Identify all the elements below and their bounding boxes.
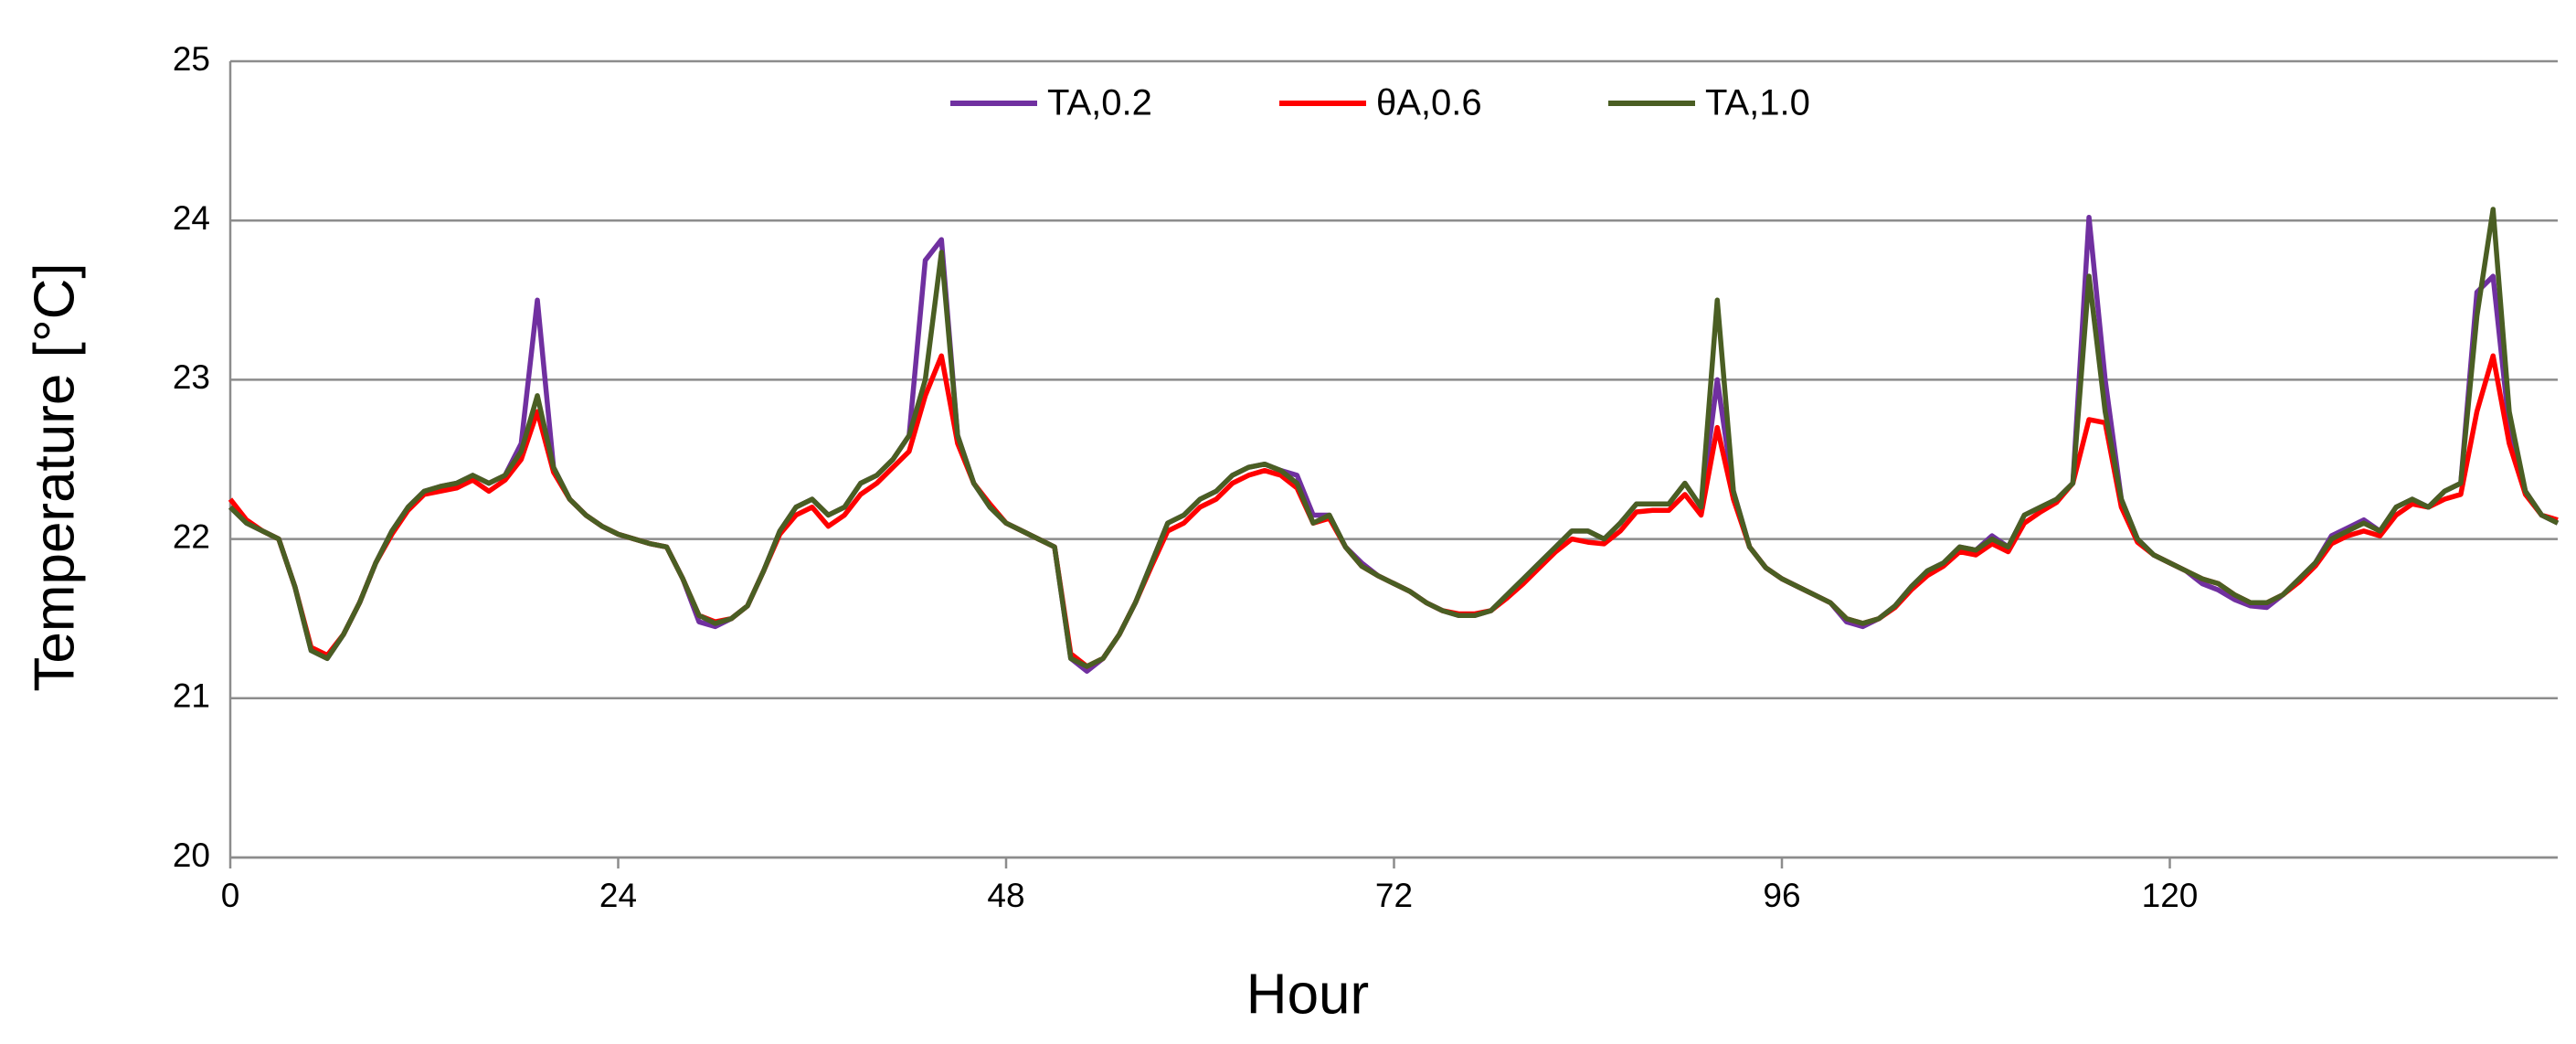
- y-tick-label: 21: [173, 677, 210, 715]
- x-tick-label: 24: [599, 877, 637, 914]
- legend-label: θA,0.6: [1376, 83, 1482, 123]
- y-tick-label: 24: [173, 199, 210, 237]
- x-tick-label: 120: [2142, 877, 2199, 914]
- y-tick-label: 23: [173, 358, 210, 396]
- x-tick-label: 0: [221, 877, 240, 914]
- series-line: [228, 214, 2560, 674]
- legend-label: TA,0.2: [1047, 83, 1152, 123]
- y-tick-label: 25: [173, 40, 210, 78]
- y-tick-label: 22: [173, 517, 210, 555]
- x-tick-label: 96: [1763, 877, 1800, 914]
- x-tick-label: 48: [987, 877, 1024, 914]
- x-tick-label: 72: [1375, 877, 1413, 914]
- y-axis-title: Temperature [°C]: [23, 262, 86, 691]
- y-tick-label: 20: [173, 836, 210, 874]
- x-axis-title: Hour: [1246, 963, 1369, 1026]
- series-line: [228, 207, 2560, 669]
- legend-label: TA,1.0: [1705, 83, 1810, 123]
